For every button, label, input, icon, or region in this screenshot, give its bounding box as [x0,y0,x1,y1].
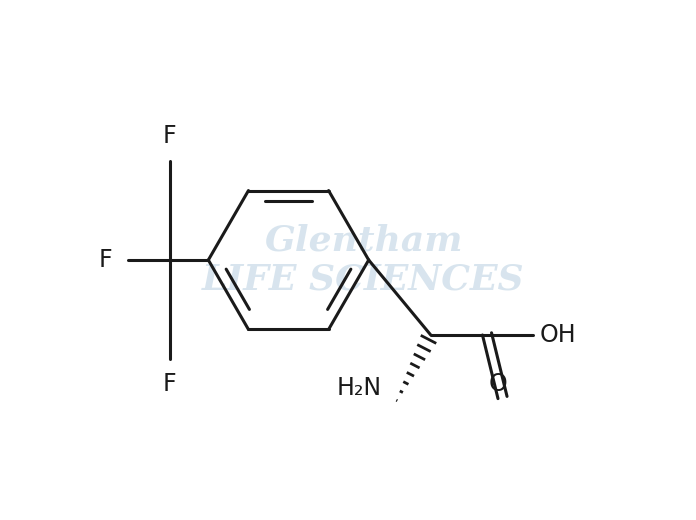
Text: Glentham
LIFE SCIENCES: Glentham LIFE SCIENCES [203,223,525,297]
Text: OH: OH [539,323,576,347]
Text: H₂N: H₂N [336,375,381,400]
Text: F: F [163,372,176,396]
Text: F: F [163,124,176,148]
Text: O: O [489,371,507,396]
Text: F: F [99,248,113,272]
